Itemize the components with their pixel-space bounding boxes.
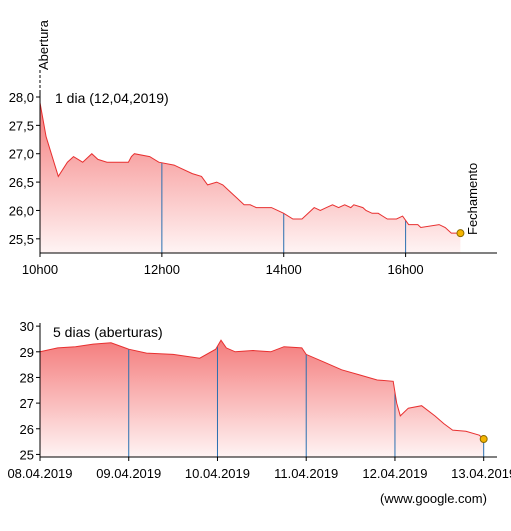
y-tick-label-0: 25,5	[9, 232, 34, 247]
x-tick-label-2: 10.04.2019	[185, 466, 250, 481]
chart-1-y-ticks: 25,5 26,0 26,5 27,0 27,5 28,0	[9, 90, 40, 247]
y-tick-label-4: 29	[20, 345, 34, 360]
y-tick-label-3: 27,0	[9, 147, 34, 162]
y-tick-label-5: 28,0	[9, 90, 34, 105]
chart-2-y-ticks: 25 26 27 28 29 30	[20, 319, 40, 462]
chart-1-area	[40, 102, 461, 253]
chart-1-x-ticks: 10h00 12h00 14h00 16h00	[22, 253, 424, 277]
chart-1: 25,5 26,0 26,5 27,0 27,5 28,0 10h00 12h00 14h00…	[9, 19, 497, 277]
x-tick-label-5: 13.04.2019	[451, 466, 511, 481]
x-tick-label-0: 08.04.2019	[7, 466, 72, 481]
x-tick-label-4: 12.04.2019	[362, 466, 427, 481]
chart-1-series-line	[39, 102, 461, 234]
chart-1-end-marker	[456, 229, 465, 238]
y-tick-label-1: 26,0	[9, 203, 34, 218]
chart-1-title: 1 dia (12,04,2019)	[55, 90, 169, 106]
y-tick-label-3: 28	[20, 370, 34, 385]
y-tick-label-2: 27	[20, 396, 34, 411]
y-tick-label-0: 25	[20, 447, 34, 462]
chart-2-area	[40, 340, 484, 457]
chart-2-end-marker	[479, 435, 488, 444]
chart-2-x-ticks: 08.04.2019 09.04.2019 10.04.2019 11.04.2019…	[7, 457, 511, 481]
x-tick-label-2: 14h00	[266, 262, 302, 277]
y-tick-label-1: 26	[20, 422, 34, 437]
x-tick-label-0: 10h00	[22, 262, 58, 277]
chart-2: 25 26 27 28 29 30 08.04.2019 09.04.2019 10.04.2…	[7, 319, 511, 481]
source-credit: (www.google.com)	[380, 491, 487, 506]
y-tick-label-2: 26,5	[9, 175, 34, 190]
chart-2-series-line	[39, 339, 485, 440]
chart-1-open-label: Abertura	[36, 19, 51, 70]
chart-2-title: 5 dias (aberturas)	[53, 324, 163, 340]
x-tick-label-1: 09.04.2019	[96, 466, 161, 481]
x-tick-label-3: 11.04.2019	[274, 466, 338, 481]
x-tick-label-3: 16h00	[388, 262, 424, 277]
x-tick-label-1: 12h00	[144, 262, 180, 277]
y-tick-label-4: 27,5	[9, 118, 34, 133]
chart-1-close-label: Fechamento	[465, 163, 480, 235]
y-tick-label-5: 30	[20, 319, 34, 334]
